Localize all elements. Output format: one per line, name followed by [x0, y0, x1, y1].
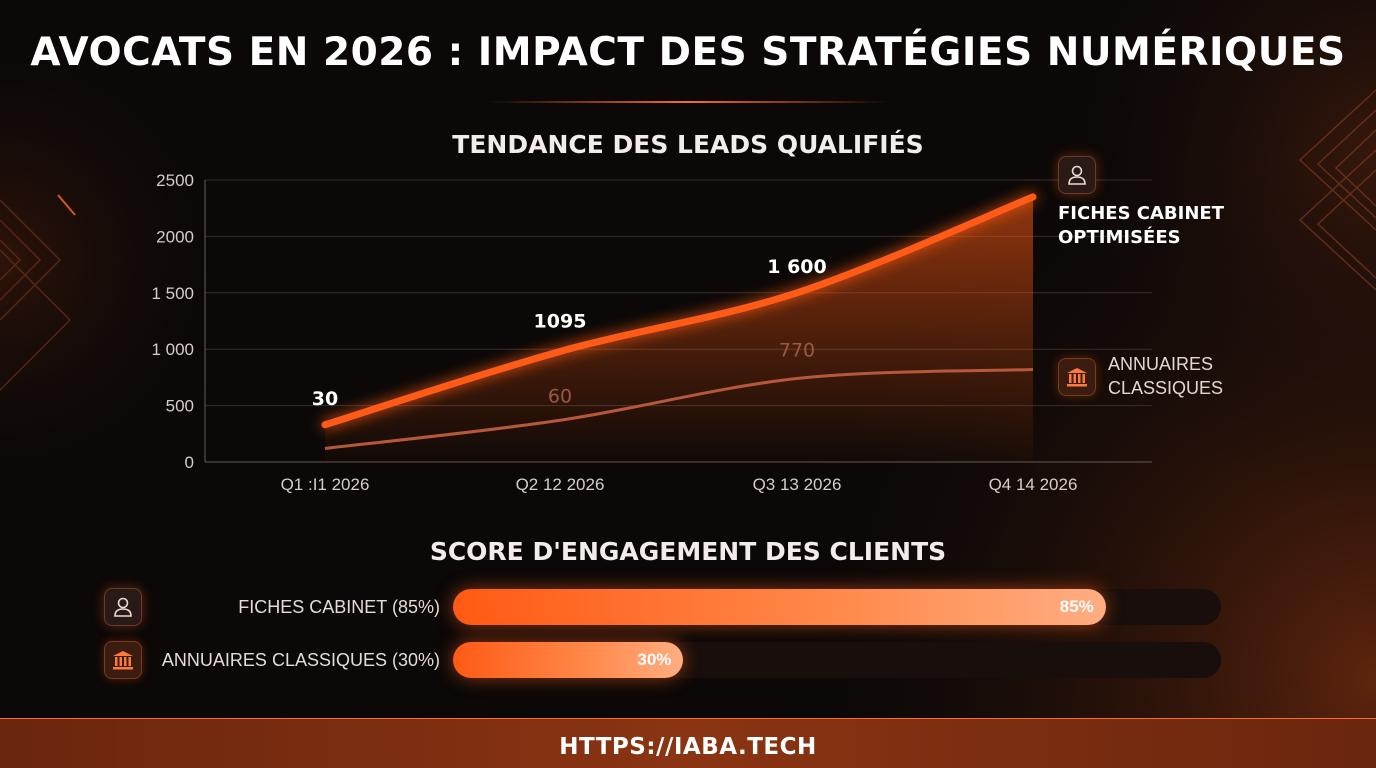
right-chevron-decoration: [1298, 89, 1376, 291]
bar-2-fill: [453, 642, 684, 678]
series-2-line: [324, 368, 1034, 450]
series-2-data-label: 60: [548, 385, 572, 407]
y-tick-label: 1 500: [151, 284, 194, 303]
legend-bank-icon: [1058, 358, 1096, 396]
bar-2-value: 30%: [637, 650, 672, 669]
series-1-data-label: 30: [312, 388, 338, 410]
series-1-area: [325, 196, 1033, 463]
y-tick-label: 0: [185, 453, 194, 472]
series-1-data-label: 1095: [534, 310, 587, 332]
bar-1-fill: [453, 589, 1106, 625]
legend-series-1: FICHES CABINET OPTIMISÉES: [1058, 203, 1224, 248]
bar-1-track: 85%: [453, 589, 1221, 625]
x-tick-label: Q2 12 2026: [516, 475, 605, 494]
y-tick-label: 2000: [156, 227, 194, 246]
x-tick-label: Q1 :I1 2026: [281, 475, 370, 494]
series-2-data-label: 770: [779, 340, 815, 362]
bar-1-user-icon: [104, 588, 142, 626]
footer-url[interactable]: HTTPS://IABA.TECH: [0, 718, 1376, 768]
bar-1-value: 85%: [1059, 597, 1094, 616]
title-underline: [488, 101, 888, 103]
bar-2-track: 30%: [453, 642, 1221, 678]
series-1-data-label: 1 600: [767, 256, 827, 278]
legend-user-icon: [1058, 156, 1096, 194]
x-tick-label: Q3 13 2026: [753, 475, 842, 494]
legend-series-2: ANNUAIRES CLASSIQUES: [1108, 354, 1224, 398]
line-chart-title: TENDANCE DES LEADS QUALIFIÉS: [452, 130, 924, 159]
bar-2-label: ANNUAIRES CLASSIQUES (30%): [161, 650, 440, 670]
page-title: AVOCATS EN 2026 : IMPACT DES STRATÉGIES …: [30, 30, 1346, 75]
y-tick-label: 1 000: [151, 340, 194, 359]
y-tick-label: 500: [166, 397, 194, 416]
y-tick-label: 2500: [156, 171, 194, 190]
left-chevron-decoration: [0, 199, 72, 391]
x-tick-label: Q4 14 2026: [989, 475, 1078, 494]
series-1-line: [321, 193, 1037, 429]
bar-1-label: FICHES CABINET (85%): [238, 597, 440, 617]
bar-2-bank-icon: [104, 641, 142, 679]
bar-chart-title: SCORE D'ENGAGEMENT DES CLIENTS: [429, 537, 947, 566]
